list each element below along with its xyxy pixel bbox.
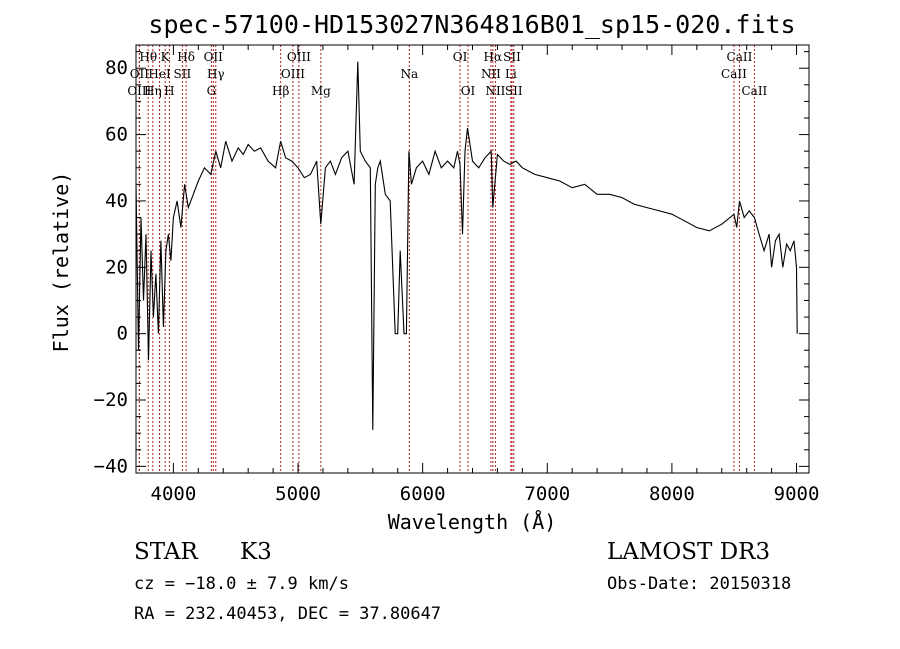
marker-label-5: OI [453, 50, 468, 64]
marker-label-15: NII [481, 67, 501, 81]
marker-label-12: Hγ [207, 67, 225, 81]
marker-label-24: OI [461, 84, 476, 98]
x-tick-label-6000: 6000 [400, 483, 446, 505]
marker-label-11: SII [174, 67, 192, 81]
y-axis-label: Flux (relative) [49, 172, 73, 353]
marker-label-20: H [164, 84, 174, 98]
marker-label-7: SII [503, 50, 521, 64]
y-tick-label-20: 20 [105, 256, 128, 278]
marker-label-1: K [161, 50, 171, 64]
x-tick-label-8000: 8000 [649, 483, 695, 505]
y-tick-label-80: 80 [105, 57, 128, 79]
x-axis-label: Wavelength (Å) [388, 510, 557, 534]
x-tick-label-9000: 9000 [774, 483, 820, 505]
marker-label-2: Hδ [177, 50, 195, 64]
marker-label-19: Hη [144, 84, 162, 98]
y-axis-ticks: −40 −20 0 20 40 60 80 [94, 51, 809, 477]
coordinates: RA = 232.40453, DEC = 37.80647 [134, 604, 441, 624]
marker-label-0: Hθ [139, 50, 157, 64]
marker-label-27: CaII [741, 84, 767, 98]
spectral-line-markers [138, 45, 755, 473]
flux-series-line [135, 61, 798, 430]
chart-title: spec-57100-HD153027N364816B01_sp15-020.f… [148, 10, 795, 39]
y-tick-label--40: −40 [94, 455, 128, 477]
object-class: STAR [134, 539, 198, 565]
marker-label-17: CaII [721, 67, 747, 81]
y-tick-label--20: −20 [94, 389, 128, 411]
y-tick-label-60: 60 [105, 124, 128, 146]
observation-date: Obs-Date: 20150318 [607, 574, 791, 594]
y-tick-label-40: 40 [105, 190, 128, 212]
y-tick-label-0: 0 [117, 323, 128, 345]
x-tick-label-4000: 4000 [151, 483, 197, 505]
marker-label-23: Mg [311, 84, 331, 98]
marker-label-3: OII [204, 50, 224, 64]
marker-label-21: G [207, 84, 217, 98]
marker-label-10: HeI [148, 67, 171, 81]
survey-name: LAMOST DR3 [607, 539, 770, 565]
x-axis-ticks: 4000 5000 6000 7000 8000 9000 [151, 45, 820, 505]
marker-label-8: CaII [727, 50, 753, 64]
marker-label-18: OIII [127, 84, 151, 98]
x-tick-label-7000: 7000 [524, 483, 570, 505]
marker-label-13: OIII [281, 67, 305, 81]
redshift-cz: cz = −18.0 ± 7.9 km/s [134, 574, 349, 594]
marker-label-16: Li [505, 67, 517, 81]
marker-label-9: OII [130, 67, 150, 81]
marker-label-6: Hα [484, 50, 503, 64]
plot-frame [135, 44, 810, 474]
marker-label-14: Na [400, 67, 418, 81]
marker-label-25: NII [485, 84, 505, 98]
marker-label-26: SII [505, 84, 523, 98]
x-tick-label-5000: 5000 [275, 483, 321, 505]
marker-label-22: Hβ [272, 84, 289, 98]
object-subclass: K3 [240, 539, 272, 565]
marker-label-4: OIII [287, 50, 311, 64]
